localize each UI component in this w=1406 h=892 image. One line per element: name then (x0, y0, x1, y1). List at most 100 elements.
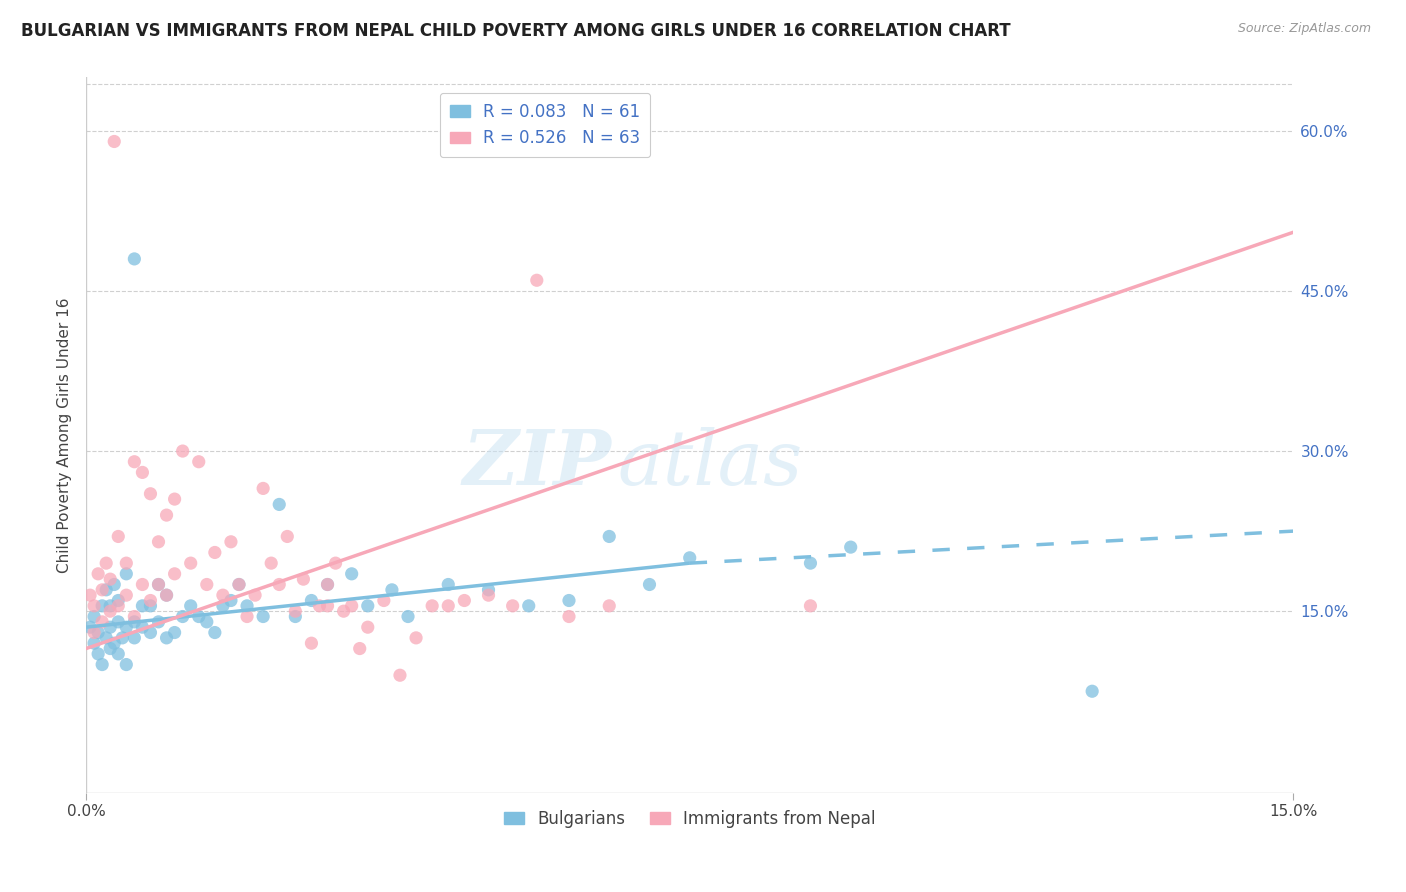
Point (91, 599, 114, 613)
Point (148, 534, 170, 549)
Point (453, 593, 475, 607)
Point (87, 566, 110, 581)
Point (269, 577, 291, 591)
Point (316, 577, 339, 591)
Point (124, 615, 146, 629)
Point (219, 593, 242, 607)
Point (236, 599, 259, 613)
Point (155, 588, 177, 602)
Point (96, 556, 118, 570)
Point (124, 631, 146, 645)
Point (91, 615, 114, 629)
Point (87, 647, 110, 661)
Point (558, 609, 581, 624)
Point (204, 625, 226, 640)
Point (107, 647, 129, 661)
Point (219, 534, 242, 549)
Point (349, 641, 371, 656)
Point (107, 599, 129, 613)
Point (839, 540, 862, 554)
Point (124, 455, 146, 469)
Point (252, 482, 274, 496)
Point (276, 529, 298, 543)
Point (163, 625, 186, 640)
Point (148, 615, 170, 629)
Point (396, 609, 419, 624)
Point (155, 631, 177, 645)
Point (124, 609, 146, 624)
Point (91, 657, 114, 672)
Point (163, 566, 186, 581)
Point (357, 599, 380, 613)
Point (83, 609, 105, 624)
Legend: Bulgarians, Immigrants from Nepal: Bulgarians, Immigrants from Nepal (496, 803, 883, 834)
Point (107, 529, 129, 543)
Point (98, 620, 121, 634)
Point (96, 582, 118, 597)
Point (91, 582, 114, 597)
Text: atlas: atlas (617, 426, 803, 500)
Point (98, 599, 121, 613)
Point (799, 556, 821, 570)
Point (284, 609, 307, 624)
Point (284, 604, 307, 618)
Point (107, 615, 129, 629)
Point (115, 657, 138, 672)
Point (139, 487, 162, 501)
Point (96, 631, 118, 645)
Point (799, 599, 821, 613)
Point (301, 593, 323, 607)
Point (195, 615, 218, 629)
Point (316, 577, 339, 591)
Point (212, 588, 235, 602)
Point (111, 631, 134, 645)
Point (269, 498, 291, 512)
Point (292, 572, 315, 586)
Point (103, 135, 125, 149)
Point (131, 599, 153, 613)
Point (98, 572, 121, 586)
Point (148, 577, 170, 591)
Point (187, 455, 209, 469)
Point (420, 599, 443, 613)
Point (340, 599, 363, 613)
Point (340, 566, 363, 581)
Point (124, 252, 146, 266)
Point (437, 577, 460, 591)
Point (373, 593, 395, 607)
Text: ZIP: ZIP (463, 426, 612, 500)
Point (195, 577, 218, 591)
Text: BULGARIAN VS IMMIGRANTS FROM NEPAL CHILD POVERTY AMONG GIRLS UNDER 16 CORRELATIO: BULGARIAN VS IMMIGRANTS FROM NEPAL CHILD… (21, 22, 1011, 40)
Point (228, 577, 250, 591)
Point (107, 593, 129, 607)
Point (1081, 684, 1104, 698)
Y-axis label: Child Poverty Among Girls Under 16: Child Poverty Among Girls Under 16 (58, 297, 72, 573)
Point (103, 577, 125, 591)
Point (228, 577, 250, 591)
Point (437, 599, 460, 613)
Point (526, 273, 548, 287)
Point (163, 492, 186, 507)
Point (598, 529, 620, 543)
Point (139, 625, 162, 640)
Point (212, 599, 235, 613)
Point (115, 566, 138, 581)
Point (679, 550, 702, 565)
Point (180, 599, 202, 613)
Point (139, 593, 162, 607)
Point (381, 582, 404, 597)
Point (332, 604, 354, 618)
Point (638, 577, 661, 591)
Point (308, 599, 330, 613)
Point (155, 588, 177, 602)
Point (598, 599, 620, 613)
Point (204, 545, 226, 559)
Point (98, 641, 121, 656)
Point (83, 636, 105, 650)
Point (260, 556, 283, 570)
Point (301, 636, 323, 650)
Point (172, 444, 194, 458)
Point (131, 466, 153, 480)
Point (357, 620, 380, 634)
Point (115, 556, 138, 570)
